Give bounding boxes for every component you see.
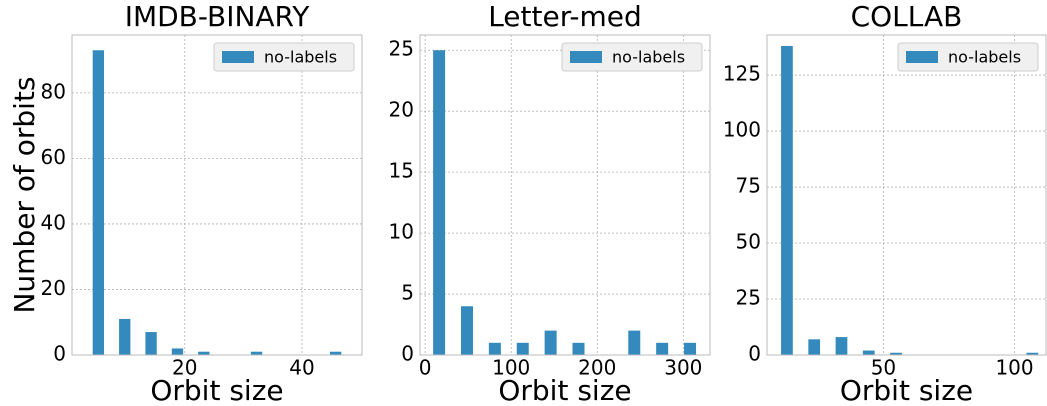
histogram-bar [808,339,821,355]
legend-box [561,42,703,72]
histogram-bar [890,352,902,355]
x-axis-label: Orbit size [498,374,631,406]
chart-title: IMDB-BINARY [125,0,311,33]
histogram-bar [92,50,105,355]
x-tick-label: 0 [419,356,432,380]
y-tick-label: 80 [41,79,66,103]
plot-frame [71,34,363,356]
y-tick-label: 15 [389,159,414,183]
histogram-bar [516,342,529,355]
y-tick-label: 75 [736,174,761,198]
legend-box [897,42,1039,72]
x-tick-label: 100 [492,356,530,380]
legend-box [213,42,355,72]
y-tick-label: 0 [53,342,66,366]
histogram-bar [684,342,697,355]
plot-frame [419,34,711,356]
histogram-bar [628,330,641,355]
y-tick-label: 25 [736,286,761,310]
histogram-bar [171,348,184,355]
histogram-bar [656,342,669,355]
histogram-bar [835,337,848,355]
legend-label: no-labels [612,48,685,67]
histogram-bar [329,351,342,355]
histogram-bar [119,318,131,355]
histogram-bar [488,342,501,355]
x-tick-label: 200 [578,356,616,380]
y-tick-label: 5 [401,281,414,305]
plot-frame [766,34,1047,356]
histogram-bar [198,351,210,355]
y-tick-label: 0 [401,342,414,366]
histogram-bar [145,332,157,355]
x-tick-label: 100 [995,356,1033,380]
y-tick-label: 125 [723,62,761,86]
y-tick-label: 40 [41,210,66,234]
histogram-bar [433,50,446,355]
y-tick-label: 60 [41,145,66,169]
y-tick-label: 100 [723,118,761,142]
chart-title: COLLAB [851,0,963,33]
histogram-bar [544,330,557,355]
histogram-bar [460,306,473,355]
x-tick-label: 50 [871,356,896,380]
y-axis-label: Number of orbits [8,76,41,313]
legend-label: no-labels [264,48,337,67]
legend-label: no-labels [948,48,1021,67]
y-tick-label: 10 [389,220,414,244]
x-tick-label: 300 [664,356,702,380]
y-tick-label: 20 [41,276,66,300]
x-tick-label: 40 [289,356,314,380]
histogram-bar [572,342,585,355]
y-tick-label: 25 [389,37,414,61]
x-tick-label: 20 [172,356,197,380]
histogram-bar [862,350,875,355]
legend-swatch [222,51,254,63]
y-tick-label: 20 [389,98,414,122]
y-tick-label: 0 [748,342,761,366]
legend-swatch [906,51,938,63]
x-axis-label: Orbit size [840,374,973,406]
histogram-bar [1026,352,1039,355]
histogram-bar [781,45,793,355]
y-tick-label: 50 [736,230,761,254]
histogram-bar [250,351,263,355]
legend-swatch [570,51,602,63]
x-axis-label: Orbit size [150,374,283,406]
chart-title: Letter-med [488,0,642,33]
